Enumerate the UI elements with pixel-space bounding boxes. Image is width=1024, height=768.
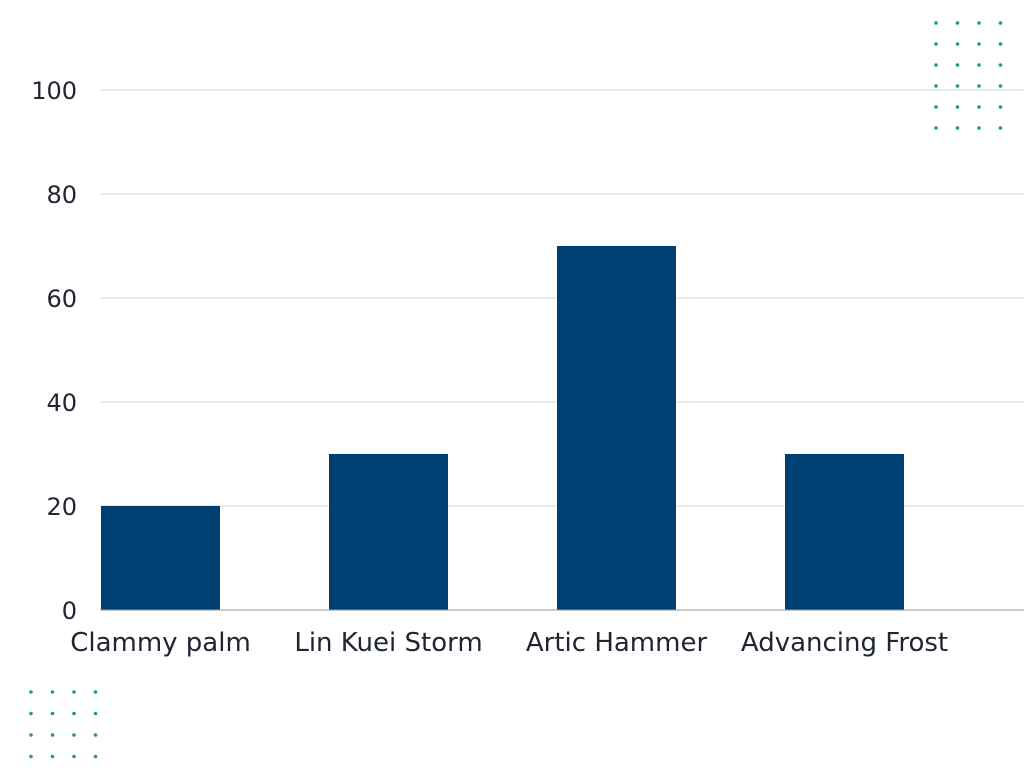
- decorative-dot: [955, 105, 960, 109]
- decorative-dot: [998, 42, 1003, 46]
- x-category-label: Lin Kuei Storm: [294, 628, 482, 658]
- bar-artic-hammer: [557, 246, 676, 610]
- y-tick-label: 100: [31, 77, 77, 105]
- decorative-dot: [998, 84, 1003, 88]
- decorative-dot: [977, 21, 981, 25]
- y-axis-tick-labels: 0 20 40 60 80 100: [31, 77, 77, 625]
- decorative-dot: [977, 42, 981, 46]
- decorative-dot: [934, 105, 938, 109]
- decorative-dot: [934, 42, 938, 46]
- decorative-dot: [998, 21, 1003, 25]
- decorative-dot: [977, 105, 981, 109]
- dot-grid-top-right: [934, 21, 1003, 130]
- x-category-label: Advancing Frost: [741, 628, 948, 658]
- decorative-dot: [50, 733, 55, 737]
- decorative-dot: [934, 63, 938, 67]
- y-tick-label: 0: [62, 597, 77, 625]
- decorative-dot: [934, 84, 938, 88]
- decorative-dot: [955, 21, 960, 25]
- decorative-dot: [977, 63, 981, 67]
- decorative-dot: [50, 754, 55, 759]
- decorative-dot: [955, 63, 960, 67]
- decorative-dot: [72, 690, 76, 694]
- decorative-dot: [29, 690, 33, 694]
- decorative-dot: [998, 126, 1003, 130]
- decorative-dot: [29, 754, 33, 759]
- dot-grid-bottom-left: [29, 690, 98, 759]
- decorative-dot: [50, 690, 55, 694]
- decorative-dot: [955, 84, 960, 88]
- y-tick-label: 20: [46, 493, 77, 521]
- bar-advancing-frost: [785, 454, 904, 610]
- bar-clammy-palm: [101, 506, 220, 610]
- decorative-dot: [93, 690, 98, 694]
- decorative-dot: [93, 711, 98, 716]
- y-tick-label: 40: [46, 389, 77, 417]
- decorative-dot: [29, 711, 33, 716]
- x-category-label: Clammy palm: [70, 628, 251, 658]
- y-tick-label: 80: [46, 181, 77, 209]
- decorative-dot: [72, 711, 76, 716]
- decorative-dot: [72, 733, 76, 737]
- decorative-dot: [50, 711, 55, 716]
- decorative-dot: [998, 63, 1003, 67]
- decorative-dot: [977, 126, 981, 130]
- decorative-dot: [977, 84, 981, 88]
- x-axis-category-labels: Clammy palm Lin Kuei Storm Artic Hammer Adv…: [70, 628, 948, 658]
- decorative-dot: [955, 126, 960, 130]
- decorative-dot: [934, 126, 938, 130]
- x-category-label: Artic Hammer: [526, 628, 708, 658]
- decorative-dot: [72, 754, 76, 759]
- decorative-dot: [93, 733, 98, 737]
- decorative-dot: [93, 754, 98, 759]
- bar-lin-kuei-storm: [329, 454, 448, 610]
- decorative-dots: [29, 21, 1003, 759]
- decorative-dot: [29, 733, 33, 737]
- y-tick-label: 60: [46, 285, 77, 313]
- decorative-dot: [934, 21, 938, 25]
- decorative-dot: [998, 105, 1003, 109]
- decorative-dot: [955, 42, 960, 46]
- bars: [101, 246, 904, 610]
